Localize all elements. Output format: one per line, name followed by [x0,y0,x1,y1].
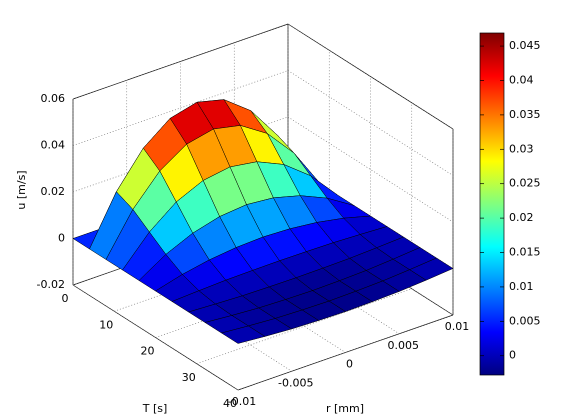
y-axis-label: T [s] [142,402,168,415]
x-tick-label: 0.01 [445,320,470,333]
grid-line [287,209,454,316]
colorbar-tick-label: 0.01 [509,280,534,293]
grid-line [287,70,454,176]
colorbar-tick-label: 0.04 [509,73,534,86]
y-tick-label: 20 [141,345,155,358]
z-tick-label: -0.02 [37,278,65,291]
y-tick-label: 0 [62,292,69,305]
colorbar-tick-label: 0.03 [509,142,534,155]
z-tick-label: 0.06 [41,92,66,105]
z-tick-label: 0.04 [41,139,66,152]
colorbar-tick-label: 0.025 [509,177,541,190]
colorbar-tick-label: 0 [509,349,516,362]
z-tick-label: 0 [58,232,65,245]
grid-line [234,228,400,335]
x-tick-label: 0.005 [388,339,420,352]
colorbar [479,32,505,376]
grid-line [126,265,292,372]
grid-line [196,288,412,365]
colorbar-tick-label: 0.045 [509,39,541,52]
z-tick-label: 0.02 [41,185,66,198]
y-tick-label: 30 [182,371,196,384]
grid-line [287,23,454,130]
colorbar-tick-label: 0.02 [509,211,534,224]
x-tick-label: 0 [346,358,353,371]
y-tick-label: 40 [223,397,237,410]
colorbar-tick-label: 0.035 [509,108,541,121]
grid-line [72,284,239,391]
colorbar-tick-label: 0.005 [509,314,541,327]
surface-patch [220,325,266,344]
grid-line [287,116,454,223]
x-tick-label: -0.01 [228,395,256,408]
z-axis-label: u [m/s] [15,170,28,209]
colorbar-tick-label: 0.015 [509,246,541,259]
x-tick-label: -0.005 [278,376,313,389]
grid-line [72,70,289,146]
grid-line [237,314,454,391]
x-axis-label: r [mm] [326,402,364,415]
grid-line [180,247,346,353]
y-tick-label: 10 [99,318,113,331]
grid-line [72,23,289,100]
